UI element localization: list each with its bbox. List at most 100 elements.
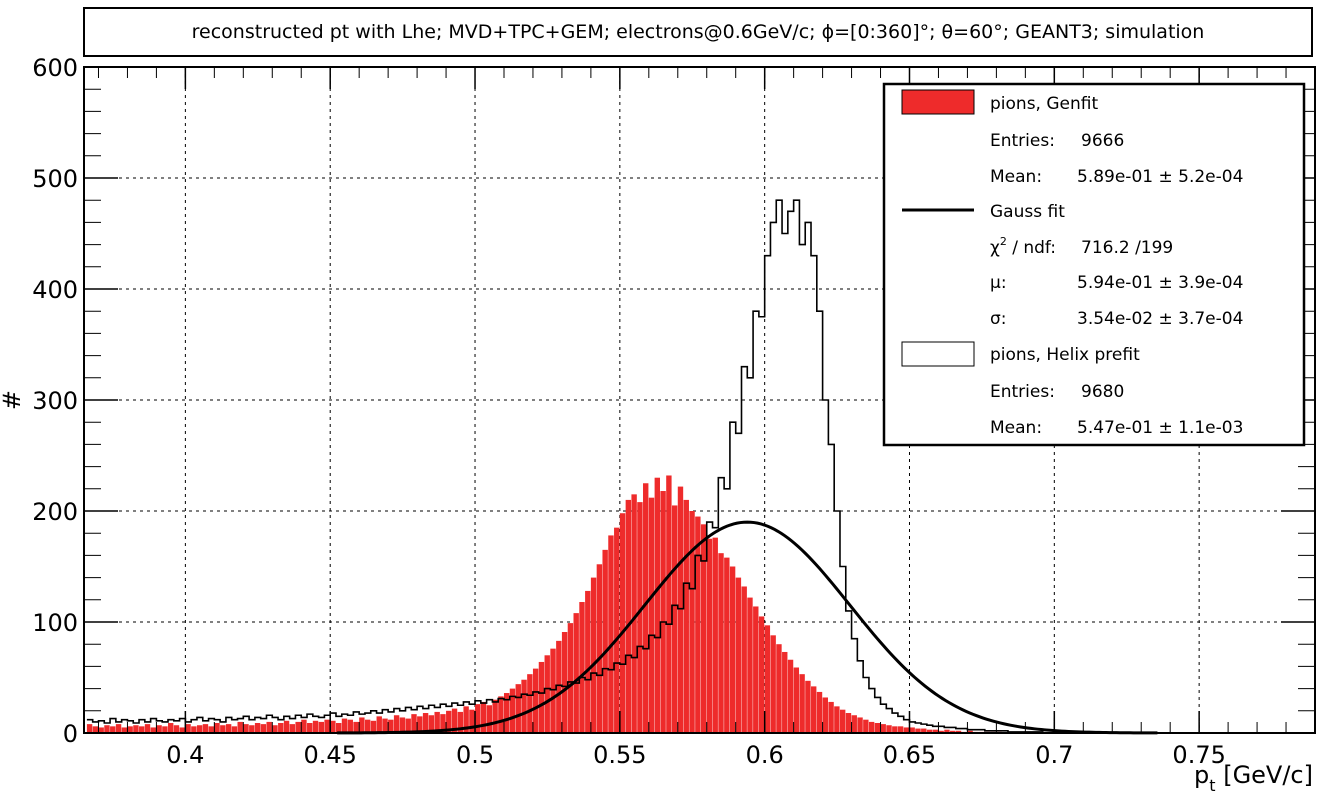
genfit-bar	[834, 706, 840, 733]
genfit-bar	[805, 680, 811, 733]
genfit-bar	[967, 730, 973, 733]
genfit-bar	[822, 697, 828, 733]
genfit-bar	[202, 724, 209, 733]
genfit-bar	[266, 721, 272, 733]
y-tick-label: 0	[63, 720, 78, 748]
legend-label-genfit: pions, Genfit	[990, 94, 1098, 114]
genfit-bar	[579, 602, 585, 733]
genfit-bar	[718, 553, 724, 733]
genfit-bar	[434, 711, 440, 733]
x-tick-label: 0.45	[303, 741, 356, 769]
genfit-bar	[625, 499, 632, 733]
genfit-bar	[185, 724, 191, 733]
genfit-bar	[307, 723, 313, 733]
genfit-bar	[301, 719, 307, 733]
genfit-bar	[706, 538, 713, 733]
genfit-bar	[880, 724, 886, 733]
y-tick-label: 100	[32, 609, 78, 637]
genfit-bar	[324, 719, 330, 733]
legend-label-helix: pions, Helix prefit	[990, 345, 1140, 365]
genfit-bar	[417, 716, 423, 733]
y-tick-label: 300	[32, 387, 78, 415]
genfit-bar	[608, 535, 614, 733]
genfit-bar	[110, 726, 116, 733]
genfit-bar	[503, 693, 510, 733]
genfit-bar	[289, 724, 296, 733]
genfit-bar	[666, 475, 672, 733]
genfit-bar	[115, 724, 122, 733]
genfit-bar	[921, 728, 927, 733]
genfit-bar	[903, 727, 910, 733]
x-axis-unit: [GeV/c]	[1223, 761, 1313, 789]
genfit-bar	[428, 715, 435, 733]
genfit-bar	[550, 648, 556, 733]
genfit-bar	[567, 623, 574, 733]
svg-text:pt [GeV/c]: pt [GeV/c]	[1194, 761, 1313, 795]
legend-genfit-entries-label: Entries:	[990, 131, 1055, 151]
genfit-bar	[851, 715, 857, 733]
genfit-bar	[144, 724, 151, 733]
genfit-bar	[121, 727, 128, 733]
genfit-bar	[463, 706, 469, 733]
genfit-bar	[220, 725, 226, 733]
genfit-bar	[475, 704, 481, 733]
genfit-bar	[648, 497, 655, 733]
gauss-fit-curve	[337, 520, 1158, 735]
genfit-bar	[283, 720, 290, 733]
x-axis-title: pt [GeV/c]	[1194, 761, 1313, 795]
genfit-bar	[167, 723, 174, 733]
genfit-bar	[243, 724, 249, 733]
genfit-bar	[892, 726, 898, 733]
genfit-bar	[758, 616, 765, 733]
genfit-bar	[347, 719, 353, 733]
genfit-bar	[405, 718, 411, 733]
y-tick-label: 200	[32, 498, 78, 526]
genfit-bar	[237, 721, 243, 733]
genfit-bar	[382, 718, 388, 733]
genfit-bar	[643, 483, 649, 733]
x-tick-label: 0.5	[456, 741, 494, 769]
genfit-bar	[173, 725, 180, 733]
genfit-bar	[376, 716, 382, 733]
genfit-bar	[335, 723, 342, 733]
genfit-bar	[208, 726, 214, 733]
legend: pions, Genfit Entries: 9666 Mean: 5.89e-…	[882, 82, 1306, 447]
title-box: reconstructed pt with Lhe; MVD+TPC+GEM; …	[83, 7, 1313, 57]
genfit-bar	[388, 719, 394, 733]
genfit-bar	[938, 730, 944, 733]
genfit-bar	[863, 719, 869, 733]
genfit-bar	[700, 524, 707, 733]
genfit-bar	[839, 709, 846, 733]
genfit-bar	[654, 477, 660, 733]
genfit-bar	[272, 725, 278, 733]
genfit-bar	[950, 730, 956, 733]
genfit-bar	[926, 729, 933, 733]
legend-label-gauss: Gauss fit	[990, 202, 1065, 222]
y-tick-label: 400	[32, 276, 78, 304]
genfit-bar	[440, 714, 446, 733]
genfit-bar	[712, 537, 718, 733]
genfit-bar	[532, 668, 539, 733]
helix-prefit-histogram	[86, 199, 1315, 734]
genfit-bar	[556, 640, 562, 733]
genfit-bar	[92, 726, 99, 733]
genfit-bar	[585, 590, 591, 733]
genfit-bar	[747, 597, 753, 733]
genfit-bar	[191, 726, 197, 733]
genfit-bar	[590, 577, 597, 733]
genfit-bar	[214, 723, 220, 733]
genfit-bar	[544, 655, 550, 733]
genfit-bar	[614, 527, 620, 733]
genfit-bar	[318, 721, 325, 733]
genfit-bar	[179, 727, 185, 733]
genfit-bar	[816, 691, 823, 733]
genfit-bar	[677, 486, 684, 733]
genfit-bar	[104, 725, 110, 733]
genfit-bar	[793, 667, 800, 733]
genfit-bar	[764, 625, 771, 733]
x-tick-label: 0.65	[883, 741, 936, 769]
genfit-bar	[133, 725, 139, 733]
genfit-bar	[735, 577, 742, 733]
legend-helix-entries-label: Entries:	[990, 382, 1055, 402]
genfit-bar	[498, 696, 504, 733]
